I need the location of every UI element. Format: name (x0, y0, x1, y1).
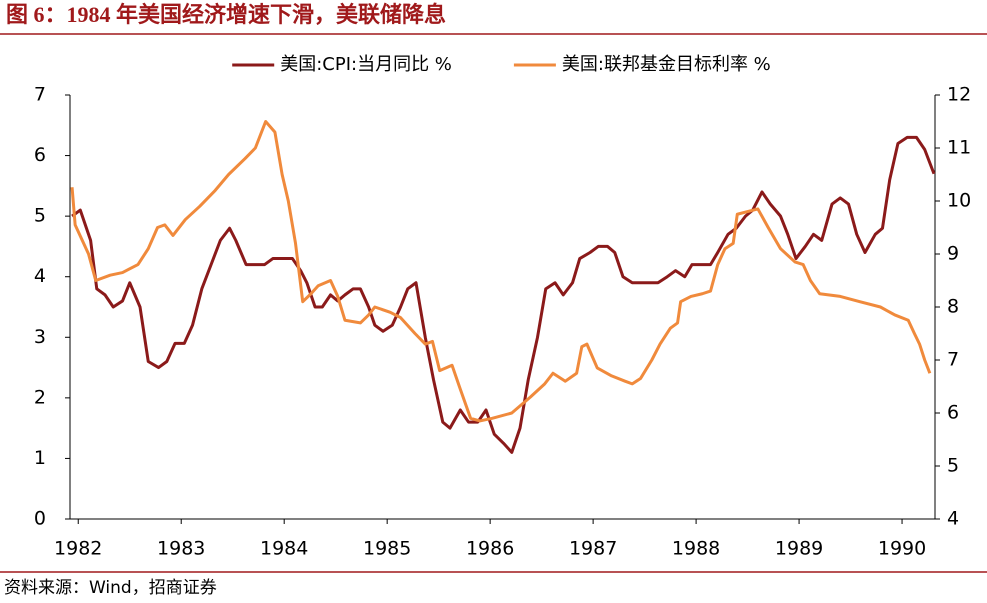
legend-text: 美国:联邦基金目标利率 % (562, 54, 771, 75)
chart-title: 图 6：1984 年美国经济增速下滑，美联储降息 (6, 2, 446, 27)
source-note: 资料来源：Wind，招商证券 (4, 578, 217, 598)
y2-tick-label: 11 (947, 137, 971, 159)
y2-tick-label: 9 (947, 243, 959, 265)
series-line (71, 135, 936, 454)
y-tick-label: 5 (34, 205, 46, 227)
y2-tick-label: 6 (947, 402, 959, 424)
y2-tick-label: 10 (947, 190, 971, 212)
x-tick-label: 1984 (260, 538, 308, 560)
y-tick-label: 1 (34, 447, 46, 469)
legend-text: 美国:CPI:当月同比 % (280, 54, 452, 75)
x-tick-label: 1983 (157, 538, 205, 560)
x-tick-label: 1987 (569, 538, 617, 560)
y2-tick-label: 5 (947, 455, 959, 477)
x-tick-label: 1989 (775, 538, 823, 560)
x-tick-label: 1985 (363, 538, 411, 560)
y-tick-label: 4 (34, 265, 46, 287)
y2-tick-label: 4 (947, 508, 959, 530)
x-tick-label: 1988 (672, 538, 720, 560)
x-tick-label: 1986 (466, 538, 514, 560)
y-tick-label: 3 (34, 326, 46, 348)
y2-tick-label: 8 (947, 296, 959, 318)
y-tick-label: 7 (34, 84, 46, 106)
y2-tick-label: 7 (947, 349, 959, 371)
x-tick-label: 1982 (54, 538, 102, 560)
x-tick-label: 1990 (878, 538, 926, 560)
y-tick-label: 0 (34, 508, 46, 530)
series-line (70, 120, 932, 423)
y2-tick-label: 12 (947, 84, 971, 106)
y-tick-label: 6 (34, 144, 46, 166)
y-tick-label: 2 (34, 386, 46, 408)
